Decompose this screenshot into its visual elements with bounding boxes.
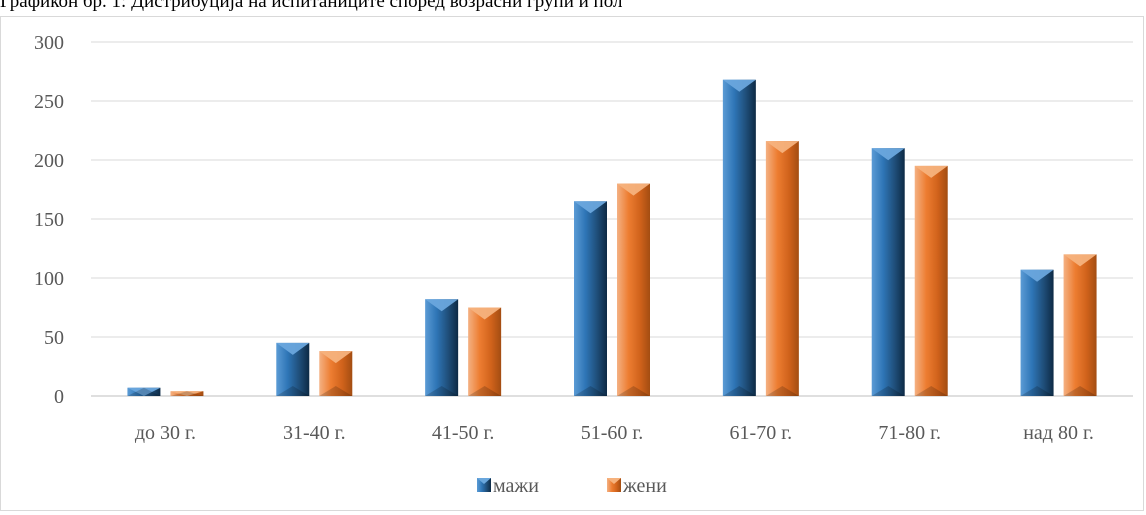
bar-bevel xyxy=(1063,254,1097,267)
bar-bevel xyxy=(722,386,756,396)
y-tick-label: 200 xyxy=(34,150,64,172)
bar-bevel xyxy=(574,201,607,214)
legend-swatch xyxy=(477,478,491,492)
x-tick-label: 31-40 г. xyxy=(283,422,346,444)
x-tick-label: над 80 г. xyxy=(1023,422,1094,444)
chart-area: 0 50 100 150 200 250 300 до 30 г. 31-40 г. 41-50… xyxy=(0,16,1144,511)
bar-female xyxy=(1063,254,1097,396)
legend-swatch-bevel xyxy=(607,478,621,484)
y-tick-label: 250 xyxy=(34,91,64,113)
y-tick-label: 150 xyxy=(34,209,64,231)
bar-bevel xyxy=(617,183,650,196)
bar-bevel xyxy=(1020,269,1054,282)
legend-label: мажи xyxy=(493,475,539,497)
bar-bevel xyxy=(871,386,905,396)
x-tick-label: 61-70 г. xyxy=(730,422,793,444)
x-tick-label: 71-80 г. xyxy=(878,422,941,444)
bar-male xyxy=(425,299,459,396)
x-tick-label: 51-60 г. xyxy=(581,422,644,444)
y-tick-label: 50 xyxy=(44,327,64,349)
x-tick-label: до 30 г. xyxy=(135,422,196,444)
bar-chart: 0 50 100 150 200 250 300 до 30 г. 31-40 г. 41-50… xyxy=(34,32,1133,497)
bar-bevel xyxy=(319,386,353,396)
y-tick-label: 0 xyxy=(54,386,64,408)
bar-bevel xyxy=(319,351,353,364)
bar-bevel xyxy=(617,386,650,396)
figure-caption: Графикон бр. 1: Дистрибуција на испитани… xyxy=(0,0,623,12)
legend: мажи жени xyxy=(477,475,667,497)
bar-bevel xyxy=(1063,386,1097,396)
bar-female xyxy=(765,141,799,396)
legend-swatch-bevel xyxy=(477,478,491,484)
bar-bevel xyxy=(276,342,310,355)
bar-bevel xyxy=(468,307,502,320)
bar-bevel xyxy=(914,165,948,178)
bar-bevel xyxy=(871,148,905,161)
bar-female xyxy=(617,183,650,396)
bar-female xyxy=(914,165,948,396)
bar-bevel xyxy=(765,386,799,396)
x-tick-label: 41-50 г. xyxy=(432,422,495,444)
bar-bevel xyxy=(1020,386,1054,396)
y-axis-ticks: 0 50 100 150 200 250 300 xyxy=(34,32,64,408)
legend-swatch xyxy=(607,478,621,492)
bar-bevel xyxy=(765,141,799,154)
y-tick-label: 100 xyxy=(34,268,64,290)
bar-male xyxy=(722,79,756,396)
bar-bevel xyxy=(127,387,161,396)
bar-male xyxy=(1020,269,1054,396)
bar-bevel xyxy=(170,391,204,396)
legend-label: жени xyxy=(622,475,667,497)
bar-bevel xyxy=(425,299,459,312)
bar-bevel xyxy=(914,386,948,396)
x-axis-ticks: до 30 г. 31-40 г. 41-50 г. 51-60 г. 61-70 г.… xyxy=(135,422,1094,444)
bars xyxy=(127,79,1097,396)
bar-bevel xyxy=(425,386,459,396)
bar-bevel xyxy=(722,79,756,92)
y-tick-label: 300 xyxy=(34,32,64,54)
bar-bevel xyxy=(574,386,607,396)
gridlines xyxy=(91,41,1133,397)
bar-bevel xyxy=(276,386,310,396)
bar-bevel xyxy=(170,391,204,396)
bar-female xyxy=(468,307,502,396)
bar-male xyxy=(871,148,905,396)
bar-male xyxy=(574,201,607,396)
bar-bevel xyxy=(127,387,161,396)
bar-bevel xyxy=(468,386,502,396)
